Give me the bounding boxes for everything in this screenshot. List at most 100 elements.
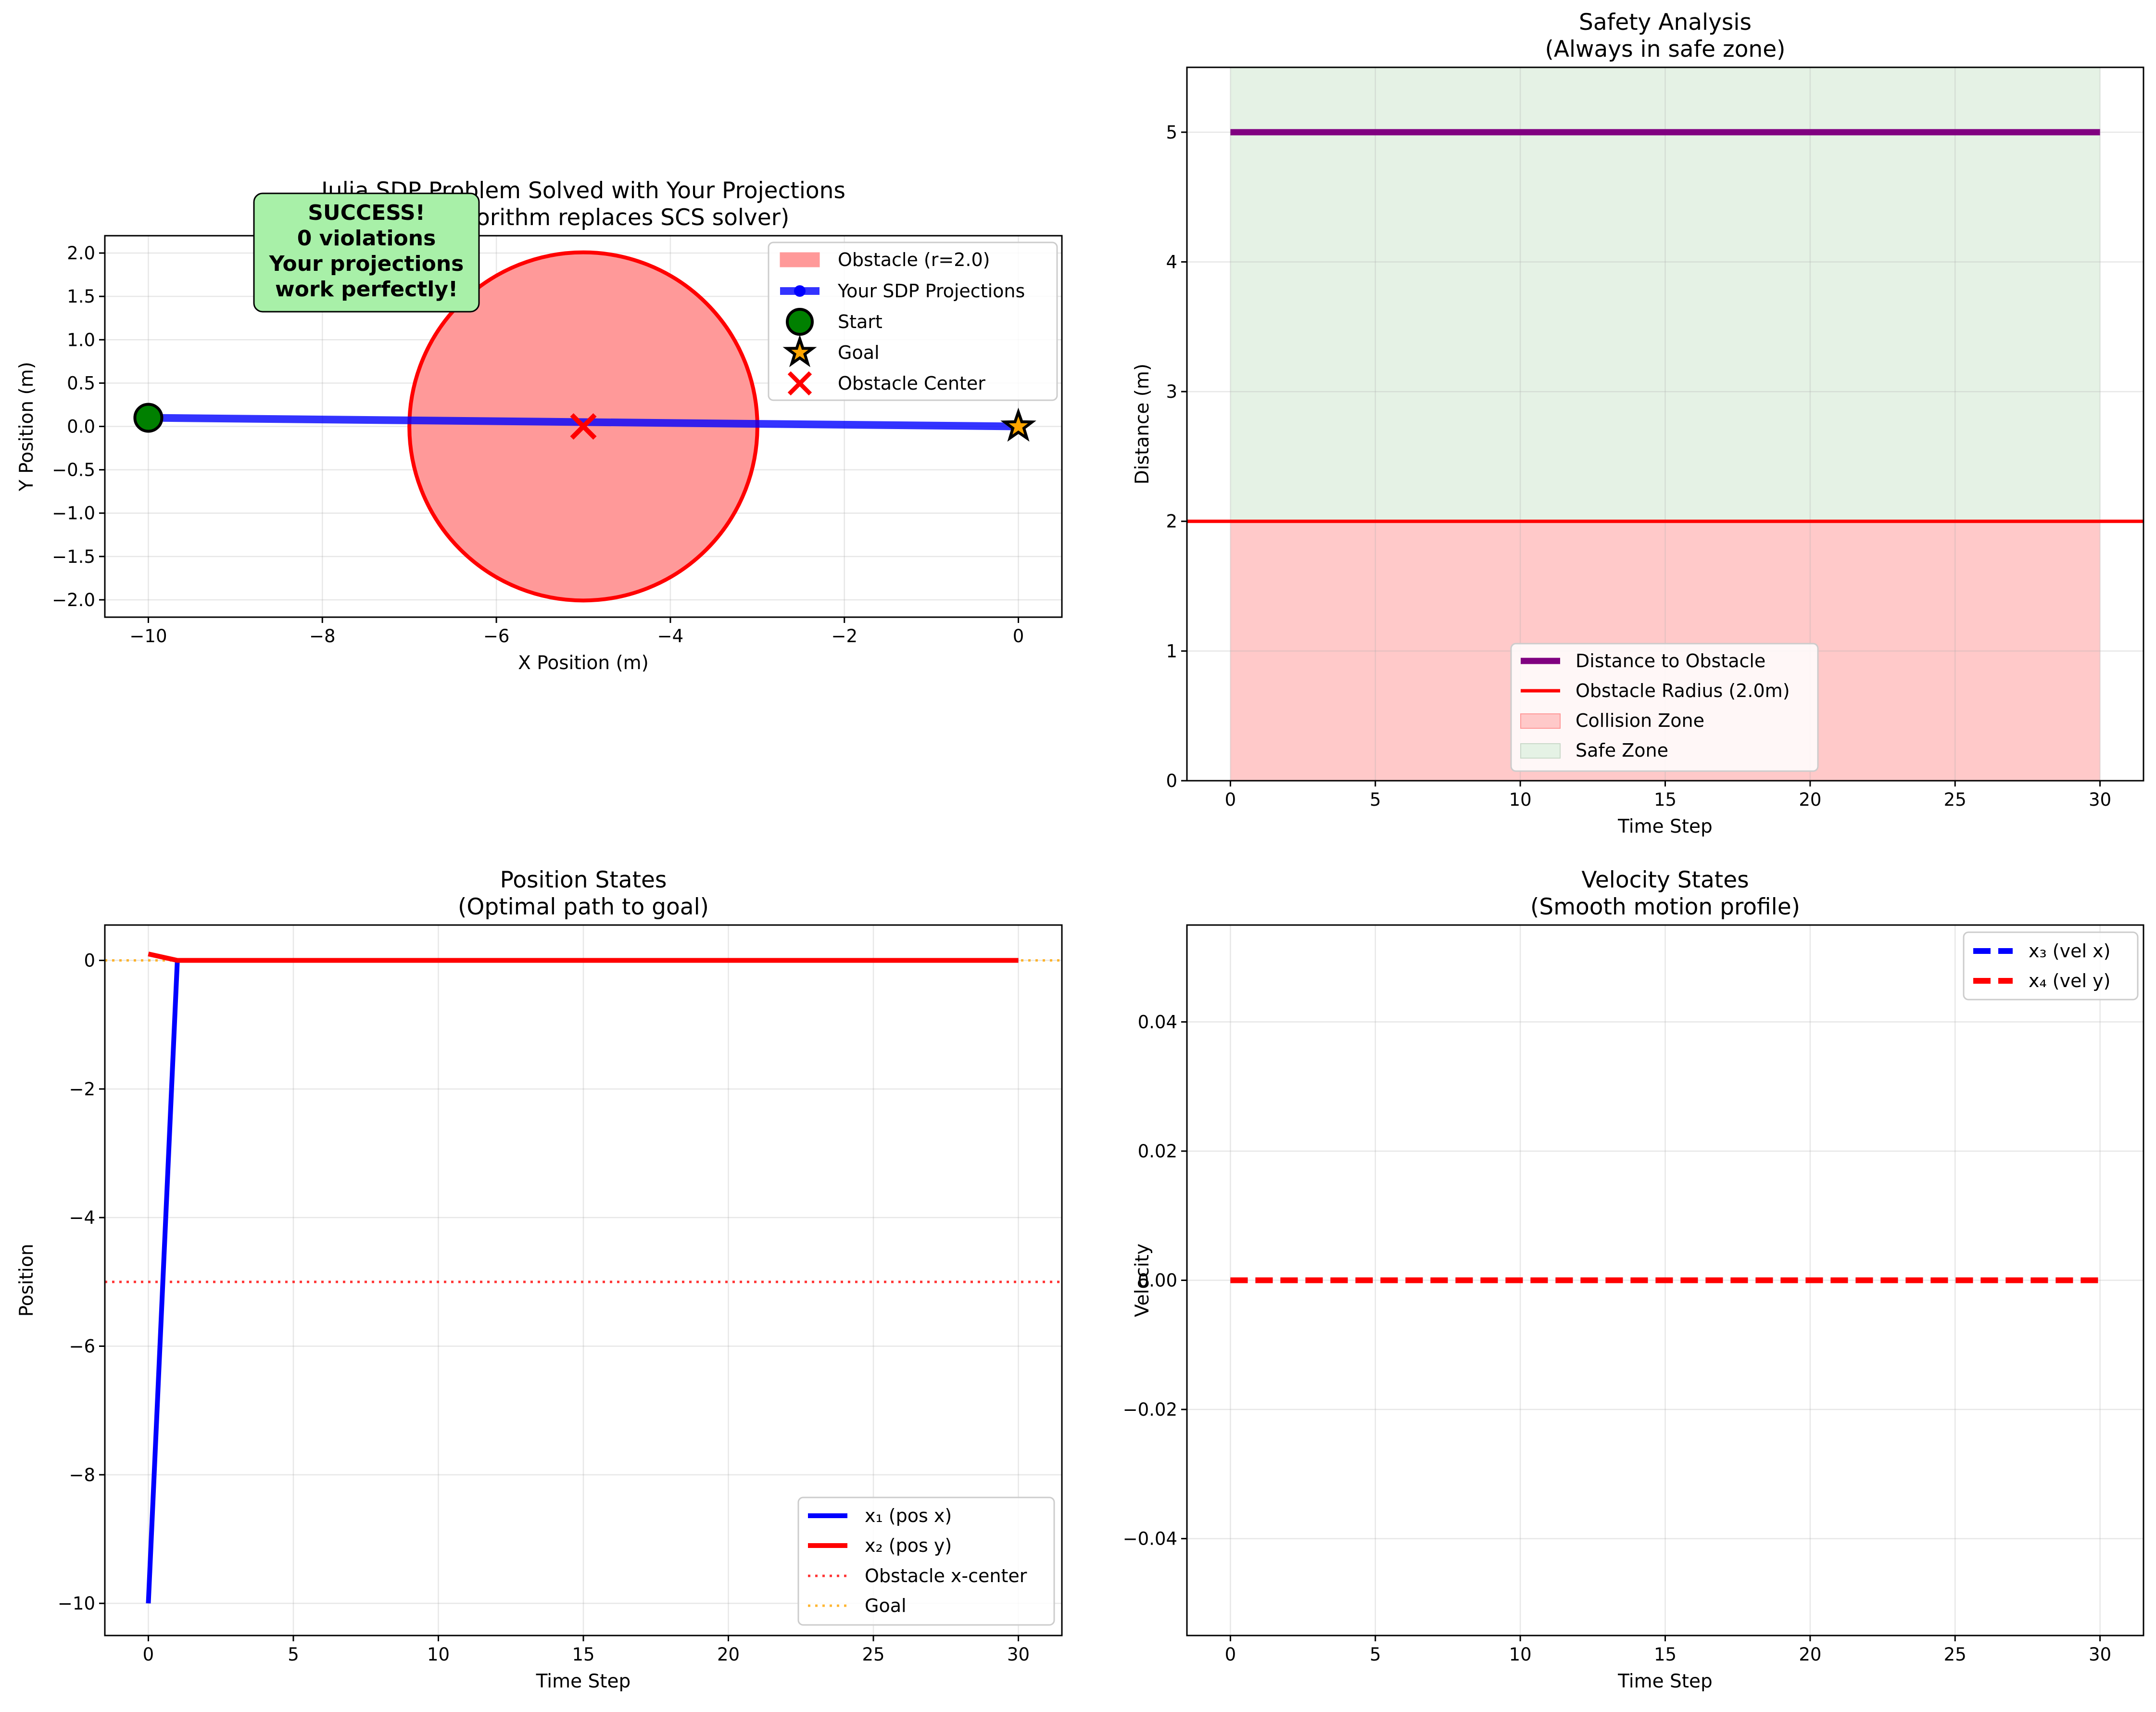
trajectory-x-tick-label: −10 (129, 626, 167, 647)
velocity-x-axis-label: Time Step (1617, 1671, 1713, 1692)
safety-y-tick-label: 1 (1166, 641, 1177, 661)
obstacle-center-stroke (570, 413, 597, 440)
safety-y-tick-label: 3 (1166, 381, 1177, 402)
position-legend-box (797, 1496, 1055, 1626)
velocity-x-tick-label: 15 (1654, 1644, 1677, 1665)
velocity-subtitle: (Smooth motion profile) (1530, 894, 1800, 920)
trajectory-x-tick-label: 0 (1013, 626, 1024, 647)
trajectory-x-tick-label: −4 (657, 626, 684, 647)
velocity-y-axis-label: Velocity (1132, 1243, 1153, 1317)
position-x-tick-label: 15 (572, 1644, 594, 1665)
legend-pos-y-label: x₂ (pos y) (865, 1535, 952, 1556)
legend-safe-swatch (1520, 743, 1561, 759)
safe-zone-fill (1230, 67, 2100, 521)
legend-goal-label: Goal (838, 342, 880, 363)
legend-start-label: Start (838, 311, 883, 332)
position-x-tick-label: 5 (288, 1644, 299, 1665)
goal-star-marker (1000, 407, 1036, 442)
trajectory-y-tick-label: 2.0 (67, 243, 95, 264)
safety-x-tick-label: 30 (2089, 789, 2111, 810)
position-panel: 0 5 10 15 20 25 30 −10 −8 −6 −4 −2 0 Position States… (16, 867, 1063, 1692)
position-x-tick-label: 10 (427, 1644, 450, 1665)
safety-title: Safety Analysis (1579, 9, 1752, 36)
position-x-tick-label: 25 (862, 1644, 884, 1665)
safety-subtitle: (Always in safe zone) (1545, 36, 1786, 63)
safety-x-tick-label: 10 (1509, 789, 1532, 810)
safety-y-tick-label: 4 (1166, 252, 1177, 272)
velocity-title: Velocity States (1581, 867, 1749, 893)
trajectory-x-tick-label: −8 (309, 626, 336, 647)
position-y-tick-label: −8 (69, 1465, 95, 1485)
legend-vel-x-label: x₃ (vel x) (2029, 940, 2110, 962)
safety-panel: 0 5 10 15 20 25 30 0 1 2 3 4 5 Safety Analysis (Alwa… (1132, 9, 2144, 837)
trajectory-legend: Obstacle (r=2.0) Your SDP Projections St… (768, 241, 1058, 401)
safety-x-tick-label: 0 (1225, 789, 1236, 810)
legend-center-marker (787, 371, 812, 396)
velocity-x-tick-label: 30 (2089, 1644, 2111, 1665)
safety-y-tick-label: 0 (1166, 771, 1177, 791)
trajectory-y-tick-label: 0.0 (67, 417, 95, 437)
position-x-tick-label: 0 (143, 1644, 154, 1665)
safety-grid (1187, 67, 2143, 782)
trajectory-ticks: −10 −8 −6 −4 −2 0 −2.0 −1.5 −1.0 −0.5 0.0 0.5 1.0 1.5… (52, 243, 1024, 647)
safety-x-axis-label: Time Step (1617, 816, 1713, 837)
legend-goal-marker (782, 334, 817, 368)
position-y-tick-label: 0 (84, 951, 95, 971)
position-y-tick-label: −2 (69, 1079, 95, 1100)
obstacle-center-marker (570, 413, 597, 440)
trajectory-y-tick-label: −2.0 (52, 590, 95, 610)
legend-collision-label: Collision Zone (1576, 710, 1704, 731)
velocity-y-tick-label: −0.02 (1123, 1399, 1177, 1420)
trajectory-panel: −10 −8 −6 −4 −2 0 −2.0 −1.5 −1.0 −0.5 0.0 0.5 1.0 1.5… (16, 178, 1063, 674)
velocity-x-tick-label: 25 (1944, 1644, 1967, 1665)
legend-sdp-label: Your SDP Projections (837, 280, 1025, 302)
trajectory-plot-area (133, 250, 1036, 603)
trajectory-y-tick-label: 1.0 (67, 330, 95, 350)
position-legend: x₁ (pos x) x₂ (pos y) Obstacle x-center … (797, 1496, 1055, 1626)
safety-legend: Distance to Obstacle Obstacle Radius (2.… (1510, 643, 1819, 772)
success-line-4: work perfectly! (275, 277, 458, 302)
success-line-2: 0 violations (297, 226, 436, 251)
legend-center-label: Obstacle Center (838, 373, 985, 394)
velocity-x-tick-label: 0 (1225, 1644, 1236, 1665)
trajectory-y-tick-label: −0.5 (52, 460, 95, 481)
velocity-panel: 0 5 10 15 20 25 30 −0.04 −0.02 0.00 0.02 0.04 Veloc… (1123, 867, 2144, 1692)
trajectory-legend-box (768, 241, 1058, 401)
velocity-x-tick-label: 10 (1509, 1644, 1532, 1665)
position-y-axis-label: Position (16, 1244, 38, 1317)
position-y-tick-label: −4 (69, 1207, 95, 1228)
pos-y-line (148, 951, 1019, 963)
legend-obstacle-label: Obstacle (r=2.0) (838, 249, 990, 270)
legend-start-marker (786, 308, 814, 336)
safety-y-tick-label: 2 (1166, 511, 1177, 532)
success-line-3: Your projections (269, 252, 464, 276)
velocity-y-tick-label: 0.00 (1138, 1270, 1177, 1291)
position-x-axis-label: Time Step (536, 1671, 631, 1692)
legend-goal-label-position: Goal (865, 1595, 907, 1616)
sdp-trajectory-line (148, 414, 1019, 431)
position-y-tick-label: −6 (69, 1336, 95, 1357)
success-line-1: SUCCESS! (308, 201, 425, 225)
velocity-y-tick-label: −0.04 (1123, 1529, 1177, 1549)
trajectory-x-axis-label: X Position (m) (518, 652, 649, 674)
legend-obstacle-swatch (780, 252, 820, 267)
velocity-y-tick-label: 0.04 (1138, 1012, 1177, 1032)
velocity-ticks: 0 5 10 15 20 25 30 −0.04 −0.02 0.00 0.02 0.04 (1123, 1012, 2112, 1665)
legend-radius-label: Obstacle Radius (2.0m) (1576, 680, 1790, 701)
legend-distance-label: Distance to Obstacle (1576, 650, 1765, 672)
legend-obstacle-center-label: Obstacle x-center (865, 1565, 1027, 1586)
trajectory-y-tick-label: −1.0 (52, 503, 95, 524)
legend-pos-x-label: x₁ (pos x) (865, 1505, 952, 1526)
velocity-legend: x₃ (vel x) x₄ (vel y) (1963, 931, 2139, 1001)
position-ticks: 0 5 10 15 20 25 30 −10 −8 −6 −4 −2 0 (58, 951, 1030, 1665)
position-x-tick-label: 20 (717, 1644, 740, 1665)
position-subtitle: (Optimal path to goal) (458, 894, 709, 920)
safety-y-axis-label: Distance (m) (1132, 364, 1153, 484)
position-x-tick-label: 30 (1007, 1644, 1030, 1665)
safety-x-tick-label: 5 (1370, 789, 1381, 810)
trajectory-y-axis-label: Y Position (m) (16, 362, 38, 492)
safety-x-tick-label: 20 (1799, 789, 1821, 810)
trajectory-y-tick-label: 1.5 (67, 286, 95, 307)
start-marker (133, 403, 164, 433)
